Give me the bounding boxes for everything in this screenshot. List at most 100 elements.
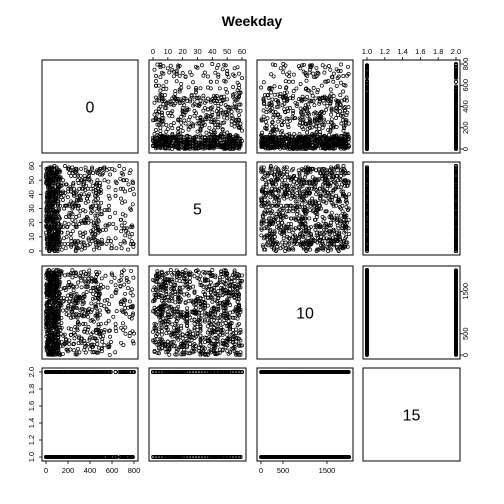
point-r1-c2-547 (161, 102, 166, 107)
panel-frame-r4-c4 (362, 367, 461, 462)
point-r1-c3-336 (276, 104, 281, 109)
x-tick-label-top-c4-1: 1.2 (380, 47, 390, 56)
point-r1-c2-830 (213, 144, 218, 148)
point-r2-c3-595 (294, 185, 299, 190)
point-r1-c3-826 (299, 136, 304, 141)
point-r2-c1-676 (130, 232, 135, 236)
x-tick-label-top-c2-2: 20 (178, 47, 186, 56)
point-r1-c3-710 (328, 99, 333, 104)
point-r1-c2-863 (164, 146, 169, 151)
point-r1-c2-518 (232, 124, 237, 129)
point-r1-c3-296 (291, 89, 296, 94)
point-r1-c3-552 (309, 90, 314, 95)
point-r1-c3-536 (283, 79, 288, 84)
point-r1-c2-183 (201, 96, 206, 101)
point-r1-c3-414 (292, 132, 297, 137)
point-r1-c3-738 (287, 133, 292, 138)
point-r2-c1-518 (67, 171, 72, 176)
point-r1-c3-725 (311, 74, 316, 79)
point-r2-c1-13 (77, 213, 82, 218)
point-r1-c2-774 (176, 144, 181, 149)
y-tick-label-left-r4-4: 1.8 (27, 384, 36, 394)
point-r1-c3-381 (282, 90, 287, 95)
panel-frame-r3-c1 (41, 265, 139, 360)
point-r2-c3-772 (268, 195, 273, 200)
point-r2-c3-713 (346, 171, 351, 176)
point-r1-c3-582 (305, 130, 310, 135)
point-r1-c2-894 (176, 130, 181, 135)
point-r2-c1-195 (126, 247, 131, 252)
point-r1-c2-812 (201, 93, 206, 98)
point-r1-c3-367 (287, 106, 292, 110)
point-r1-c3-545 (291, 79, 295, 84)
point-r1-c2-642 (237, 118, 241, 123)
point-r1-c2-773 (202, 137, 207, 142)
point-r1-c3-542 (342, 97, 347, 102)
y-tick-label-left-r2-1: 10 (27, 233, 36, 241)
point-r1-c2-810 (208, 98, 213, 103)
point-r1-c2-245 (167, 70, 172, 75)
panel-frame-r3-c3 (256, 265, 354, 360)
point-r1-c3-622 (303, 97, 308, 102)
point-r1-c2-790 (162, 99, 167, 104)
point-r1-c2-708 (156, 122, 161, 127)
point-r1-c3-817 (303, 121, 307, 126)
point-r1-c3-440 (261, 101, 266, 106)
point-r1-c2-644 (226, 141, 231, 146)
point-r2-c1-91 (108, 172, 113, 177)
point-r1-c2-762 (228, 106, 233, 111)
point-r1-c3-723 (283, 137, 288, 142)
point-r1-c2-222 (186, 117, 191, 122)
point-r1-c2-322 (161, 71, 166, 76)
point-r1-c2-676 (168, 63, 173, 68)
point-r1-c3-485 (284, 90, 289, 95)
panel-frame-r3-c2 (148, 265, 247, 360)
point-r2-c1-813 (91, 171, 96, 176)
point-r2-c1-382 (127, 234, 132, 239)
point-r2-c1-753 (107, 196, 112, 201)
point-r1-c2-811 (185, 133, 190, 138)
point-r1-c3-796 (303, 103, 308, 108)
point-r1-c2-753 (205, 85, 210, 90)
point-r1-c2-227 (164, 79, 169, 84)
point-r1-c3-761 (291, 136, 296, 141)
point-r1-c2-316 (213, 70, 218, 75)
x-tick-label-top-c2-3: 30 (193, 47, 201, 56)
point-r1-c3-326 (264, 126, 269, 131)
point-r1-c3-716 (326, 145, 331, 150)
diagonal-label-1: 0 (86, 100, 95, 117)
point-r1-c3-804 (344, 144, 349, 149)
point-r1-c2-342 (198, 86, 203, 91)
point-r1-c2-393 (205, 74, 210, 79)
point-r1-c2-731 (197, 95, 201, 100)
point-r2-c1-514 (126, 182, 131, 187)
point-r1-c2-341 (164, 122, 169, 127)
point-r1-c3-722 (319, 139, 324, 144)
point-r1-c3-342 (284, 86, 288, 91)
point-r1-c2-819 (188, 97, 193, 102)
point-r1-c3-50 (287, 70, 292, 75)
point-r1-c3-806 (321, 95, 326, 100)
point-r1-c2-886 (158, 137, 163, 142)
point-r2-c3-539 (283, 178, 288, 183)
point-r2-c3-767 (276, 220, 281, 225)
point-r2-c1-180 (122, 166, 127, 171)
point-r1-c3-501 (314, 65, 319, 70)
point-r1-c3-453 (318, 132, 323, 137)
point-r1-c2-857 (194, 87, 198, 92)
point-r1-c3-757 (318, 111, 323, 116)
y-tick-label-right-r1-2: 400 (461, 100, 470, 113)
point-r2-c1-190 (79, 166, 84, 171)
point-r1-c3-852 (271, 74, 276, 79)
point-r2-c1-393 (119, 196, 123, 201)
point-r1-c3-615 (279, 123, 284, 128)
point-r1-c2-367 (164, 106, 169, 110)
scatter-panel-r2-c1 (44, 164, 136, 253)
point-r2-c1-742 (106, 179, 111, 184)
point-r1-c2-296 (173, 89, 178, 94)
point-r1-c3-322 (331, 71, 336, 76)
point-r2-c1-725 (118, 186, 123, 191)
diagonal-label-3: 10 (296, 306, 314, 323)
point-r1-c2-469 (171, 121, 176, 126)
point-r2-c1-615 (68, 232, 73, 236)
